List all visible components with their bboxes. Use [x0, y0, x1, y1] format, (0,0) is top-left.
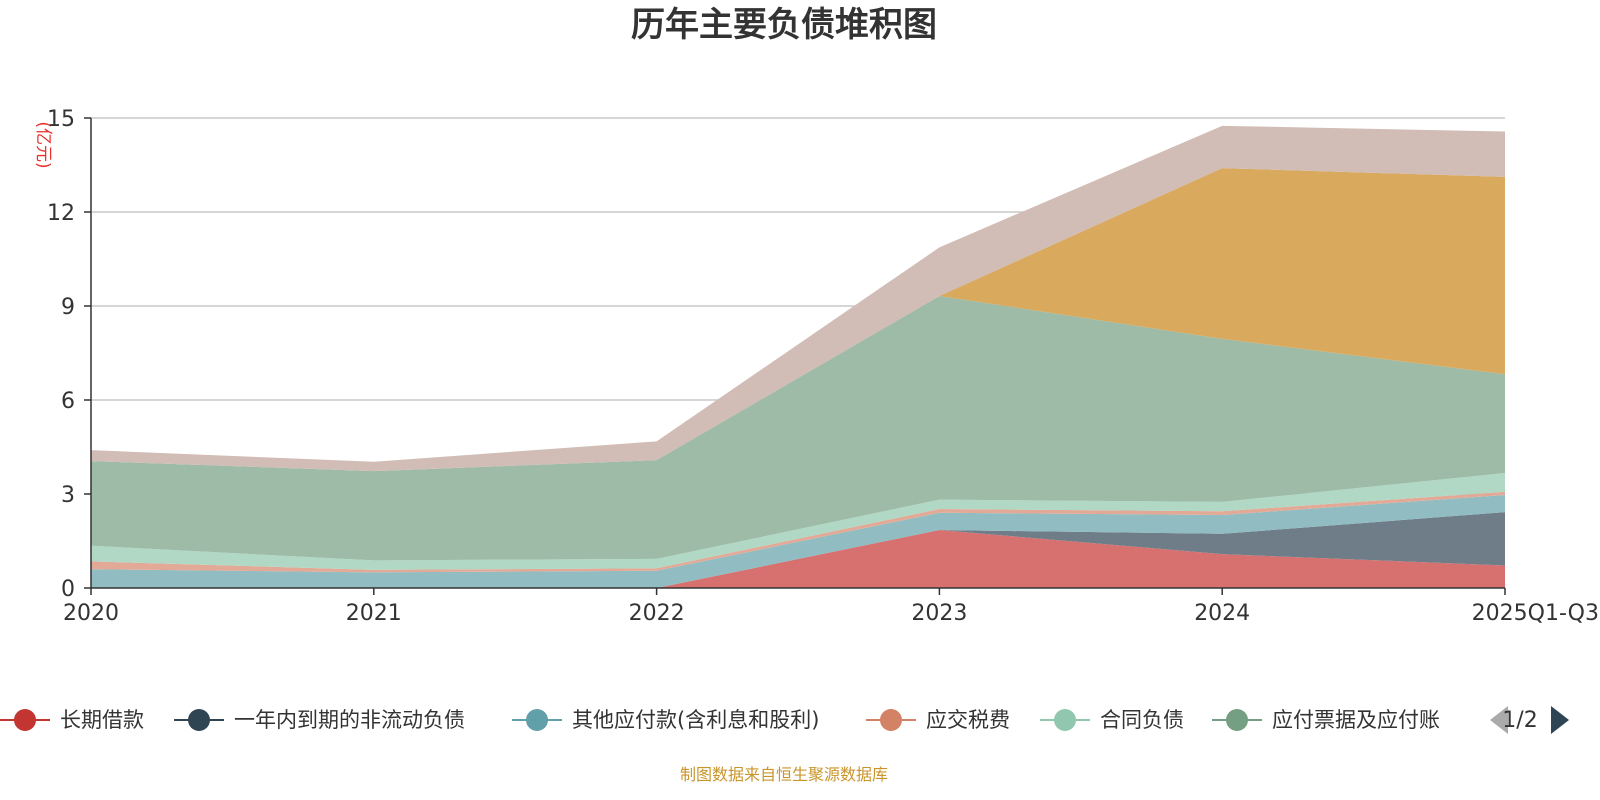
- legend-marker: [188, 709, 210, 731]
- legend-item-4[interactable]: 应交税费: [866, 708, 1010, 732]
- y-tick-label: 15: [47, 107, 75, 132]
- y-axis-unit: (亿元): [33, 121, 53, 168]
- legend-marker: [1226, 709, 1248, 731]
- legend-label: 应交税费: [926, 708, 1010, 732]
- x-axis-ticks: 2020 2021 2022 2023 2024 2025Q1-Q3: [63, 588, 1599, 626]
- legend-item-5[interactable]: 合同负债: [1040, 708, 1184, 732]
- legend-pager: 1/2: [1490, 706, 1569, 734]
- axes: [90, 118, 1505, 589]
- x-tick-label: 2021: [346, 601, 402, 626]
- y-tick-label: 0: [61, 577, 75, 602]
- chart-title: 历年主要负债堆积图: [631, 5, 937, 45]
- area-series-8: [91, 125, 1505, 472]
- area-series-7: [91, 168, 1505, 472]
- y-tick-label: 3: [61, 483, 75, 508]
- y-tick-label: 12: [47, 201, 75, 226]
- legend: 长期借款 一年内到期的非流动负债 其他应付款(含利息和股利) 应交税费 合同负债 应付票据…: [0, 708, 1440, 732]
- series-areas: [91, 125, 1505, 588]
- legend-label: 合同负债: [1100, 708, 1184, 732]
- legend-marker: [14, 709, 36, 731]
- x-tick-label: 2022: [629, 601, 685, 626]
- legend-marker: [1054, 709, 1076, 731]
- legend-item-1[interactable]: 长期借款: [0, 708, 144, 732]
- x-tick-label: 2020: [63, 601, 119, 626]
- legend-item-6[interactable]: 应付票据及应付账: [1212, 708, 1440, 732]
- legend-label: 一年内到期的非流动负债: [234, 708, 465, 732]
- y-axis-ticks: 0 3 6 9 12 15: [47, 107, 91, 602]
- y-tick-label: 6: [61, 389, 75, 414]
- area-series-3: [91, 494, 1505, 588]
- legend-marker: [880, 709, 902, 731]
- area-series-2: [91, 512, 1505, 588]
- data-source-note: 制图数据来自恒生聚源数据库: [680, 765, 888, 784]
- y-tick-label: 9: [61, 295, 75, 320]
- x-tick-label: 2025Q1-Q3: [1472, 601, 1599, 626]
- legend-label: 其他应付款(含利息和股利): [572, 708, 819, 732]
- legend-item-3[interactable]: 其他应付款(含利息和股利): [512, 708, 819, 732]
- legend-label: 应付票据及应付账: [1272, 708, 1440, 732]
- legend-page-indicator: 1/2: [1502, 708, 1537, 733]
- area-series-6: [91, 295, 1505, 561]
- x-tick-label: 2024: [1194, 601, 1250, 626]
- x-tick-label: 2023: [911, 601, 967, 626]
- legend-next-icon[interactable]: [1551, 706, 1569, 734]
- legend-label: 长期借款: [60, 708, 144, 732]
- legend-item-2[interactable]: 一年内到期的非流动负债: [174, 708, 465, 732]
- legend-prev-icon[interactable]: [1490, 706, 1508, 734]
- area-series-4: [91, 491, 1505, 573]
- legend-marker: [526, 709, 548, 731]
- area-series-5: [91, 473, 1505, 570]
